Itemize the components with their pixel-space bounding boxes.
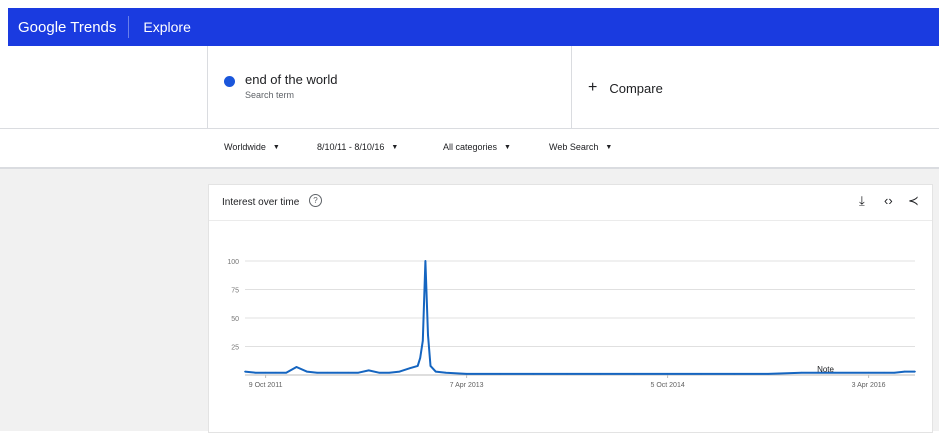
search-type-dropdown[interactable]: Web Search ▼ bbox=[549, 142, 612, 152]
x-tick-label: 3 Apr 2016 bbox=[852, 382, 886, 389]
data-point bbox=[398, 370, 401, 373]
data-point bbox=[326, 371, 329, 374]
header-divider bbox=[128, 16, 130, 38]
data-point bbox=[336, 371, 339, 374]
line-chart: 100 75 50 25 9 Oct 2011 7 Apr 2013 5 Oct 2014 3… bbox=[227, 259, 916, 389]
data-point bbox=[285, 371, 288, 374]
data-point bbox=[566, 373, 568, 375]
data-point bbox=[800, 371, 803, 374]
search-term-subtitle: Search term bbox=[245, 90, 295, 100]
data-point bbox=[445, 371, 447, 374]
data-point bbox=[903, 370, 906, 373]
data-point bbox=[419, 357, 422, 359]
top-app-bar: Google Trends Explore bbox=[8, 8, 939, 46]
data-point bbox=[834, 371, 836, 374]
data-point bbox=[700, 373, 702, 375]
data-point bbox=[666, 373, 669, 375]
x-tick-label: 5 Oct 2014 bbox=[650, 382, 684, 389]
region-dropdown[interactable]: Worldwide ▼ bbox=[224, 142, 280, 152]
compare-label: Compare bbox=[609, 80, 663, 96]
search-term-card[interactable]: end of the world Search term bbox=[207, 46, 572, 128]
search-term-label[interactable]: end of the world bbox=[245, 72, 338, 87]
y-tick-label: 50 bbox=[231, 316, 239, 323]
term-color-dot bbox=[224, 76, 235, 87]
data-point bbox=[275, 371, 277, 374]
data-point bbox=[733, 373, 736, 375]
data-point bbox=[416, 365, 419, 367]
data-point bbox=[254, 371, 257, 374]
data-point bbox=[316, 371, 318, 374]
plus-icon: + bbox=[588, 79, 598, 96]
data-point bbox=[427, 334, 429, 336]
date-range-label: 8/10/11 - 8/10/16 bbox=[317, 142, 385, 152]
data-point bbox=[409, 367, 411, 369]
data-point bbox=[388, 371, 391, 374]
series-line bbox=[244, 260, 915, 375]
data-point bbox=[357, 371, 360, 374]
data-point bbox=[367, 369, 370, 372]
chart-annotation-note: Note bbox=[817, 365, 834, 374]
y-tick-label: 75 bbox=[231, 288, 239, 295]
data-point bbox=[295, 366, 298, 368]
page-title-explore: Explore bbox=[143, 19, 191, 35]
data-point bbox=[306, 370, 308, 373]
data-point bbox=[422, 340, 424, 342]
caret-down-icon: ▼ bbox=[605, 143, 613, 151]
embed-code-icon[interactable]: ‹› bbox=[884, 193, 893, 208]
y-tick-label: 100 bbox=[227, 259, 239, 266]
download-icon[interactable]: ⤓ bbox=[859, 193, 865, 208]
caret-down-icon: ▼ bbox=[272, 143, 280, 151]
interest-over-time-card: Interest over time ? ⤓ ‹› ≺ 100 75 50 25 9 O… bbox=[208, 184, 933, 433]
data-point bbox=[499, 373, 501, 375]
card-title: Interest over time bbox=[222, 197, 300, 208]
data-point bbox=[532, 373, 535, 375]
data-point bbox=[434, 370, 437, 373]
google-trends-logo[interactable]: Google Trends bbox=[18, 18, 117, 36]
category-label: All categories bbox=[443, 142, 498, 152]
data-point bbox=[767, 373, 769, 375]
card-header: Interest over time ? ⤓ ‹› ≺ bbox=[209, 185, 932, 221]
category-dropdown[interactable]: All categories ▼ bbox=[443, 142, 511, 152]
region-label: Worldwide bbox=[224, 142, 266, 152]
data-point bbox=[465, 373, 468, 375]
filter-bar: Worldwide ▼ 8/10/11 - 8/10/16 ▼ All cate… bbox=[0, 129, 939, 169]
data-point bbox=[244, 370, 246, 373]
caret-down-icon: ▼ bbox=[504, 143, 511, 151]
data-point bbox=[424, 260, 427, 262]
data-point bbox=[633, 373, 635, 375]
data-point bbox=[914, 370, 916, 373]
data-point bbox=[867, 371, 870, 374]
data-point bbox=[378, 371, 380, 374]
caret-down-icon: ▼ bbox=[391, 143, 399, 151]
x-tick-label: 7 Apr 2013 bbox=[450, 382, 484, 389]
share-icon[interactable]: ≺ bbox=[908, 193, 919, 208]
data-point bbox=[599, 373, 602, 375]
date-range-dropdown[interactable]: 8/10/11 - 8/10/16 ▼ bbox=[317, 142, 398, 152]
data-point bbox=[893, 371, 896, 374]
compare-button[interactable]: + Compare bbox=[588, 80, 663, 96]
search-type-label: Web Search bbox=[549, 142, 599, 152]
data-point bbox=[883, 371, 885, 374]
search-term-row: end of the world Search term + Compare bbox=[0, 46, 939, 129]
data-point bbox=[429, 365, 432, 367]
data-point bbox=[347, 371, 349, 374]
help-icon[interactable]: ? bbox=[309, 194, 322, 207]
y-tick-label: 25 bbox=[231, 345, 239, 352]
data-point bbox=[264, 371, 267, 374]
x-tick-label: 9 Oct 2011 bbox=[249, 382, 283, 389]
